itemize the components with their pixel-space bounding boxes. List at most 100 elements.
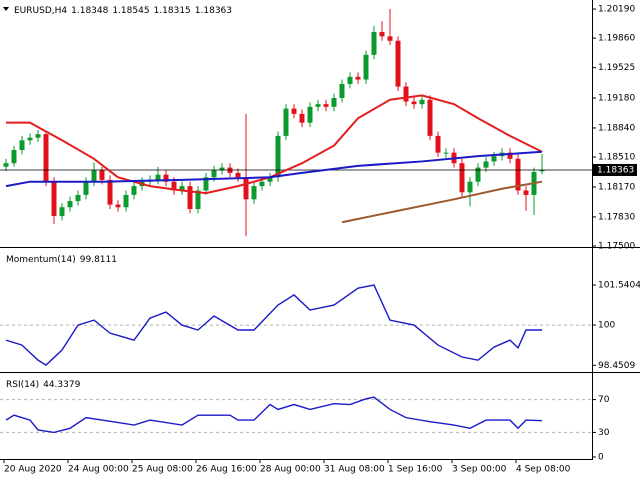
candle-body (211, 170, 217, 178)
y-tick-label: 1.20190 (598, 5, 635, 15)
symbol-title: EURUSD,H4 (14, 6, 67, 16)
indicator-line (5, 396, 543, 434)
indicator-value: 99.8111 (80, 255, 117, 265)
candle-body (299, 113, 305, 123)
candle-body (331, 98, 337, 107)
candle-body (75, 194, 81, 202)
x-tick-label: 26 Aug 16:00 (196, 465, 257, 475)
candle-body (387, 36, 393, 41)
candle-body (523, 190, 529, 195)
candle-body (475, 167, 481, 182)
y-tick-label: 1.19860 (598, 34, 635, 44)
indicator-line (341, 180, 543, 224)
candle-body (251, 186, 257, 200)
candle-body (419, 99, 425, 105)
indicator-title: Momentum(14) 99.8111 (6, 255, 117, 265)
candle-body (179, 186, 185, 191)
last-price-box (593, 163, 637, 176)
candle-body (27, 137, 33, 141)
candle-body (435, 135, 441, 153)
candle-body (539, 169, 545, 172)
candle-body (259, 181, 265, 187)
y-tick-label: 1.19180 (598, 94, 635, 104)
header-value: 1.18545 (112, 6, 149, 16)
header-arrow (3, 7, 9, 11)
candle-body (19, 140, 25, 150)
header-value: 1.18363 (195, 6, 232, 16)
indicator-line (5, 284, 542, 366)
candle-body (411, 101, 417, 105)
x-tick-label: 24 Aug 00:00 (68, 465, 129, 475)
y-tick-label: 100 (598, 321, 615, 331)
y-tick-label: 98.4509 (598, 361, 635, 371)
candle-body (315, 104, 321, 107)
candle-body (3, 163, 9, 167)
candle-body (195, 190, 201, 210)
candle-body (323, 104, 329, 107)
candle-body (483, 161, 489, 168)
y-tick-label: 1.18170 (598, 182, 635, 192)
y-tick-label: 70 (598, 395, 610, 405)
candle-body (83, 181, 89, 195)
candle-body (355, 76, 361, 80)
candle-body (339, 83, 345, 99)
y-tick-label: 1.18840 (598, 123, 635, 133)
y-tick-label: 30 (598, 428, 610, 438)
candle-body (363, 54, 369, 80)
candle-body (467, 181, 473, 193)
chart-header: EURUSD,H4 1.18348 1.18545 1.18315 1.18363 (14, 6, 232, 16)
candle-body (307, 106, 313, 123)
candle-body (35, 134, 41, 138)
y-tick-label: 101.5404 (598, 281, 640, 291)
candle-body (379, 31, 385, 37)
indicator-title: RSI(14) 44.3379 (6, 380, 81, 390)
candle-body (283, 108, 289, 136)
candle-body (515, 158, 521, 191)
candle-body (187, 186, 193, 210)
y-tick-label: 1.17830 (598, 212, 635, 222)
candle-body (275, 135, 281, 178)
candle-body (403, 86, 409, 102)
candle-body (459, 163, 465, 193)
candle-body (99, 170, 105, 180)
candle-body (115, 204, 121, 208)
candle-body (107, 179, 113, 205)
x-tick-label: 4 Sep 08:00 (516, 465, 571, 475)
candle-body (427, 99, 433, 136)
candle-body (91, 170, 97, 182)
candle-body (171, 181, 177, 191)
candle-body (131, 186, 137, 195)
candle-body (243, 177, 249, 200)
y-tick-label: 0 (598, 453, 604, 463)
candle-body (347, 76, 353, 84)
candle-body (443, 152, 449, 154)
x-tick-label: 3 Sep 00:00 (452, 465, 507, 475)
candle-body (11, 149, 17, 164)
candle-body (491, 156, 497, 162)
candle-body (51, 181, 57, 217)
x-tick-label: 1 Sep 16:00 (388, 465, 443, 475)
candle-body (123, 194, 129, 208)
indicator-name: Momentum(14) (6, 255, 76, 265)
candle-body (163, 174, 169, 182)
y-tick-label: 1.19525 (598, 63, 635, 73)
candle-body (43, 134, 49, 182)
candle-body (155, 174, 161, 180)
x-tick-label: 20 Aug 2020 (4, 465, 62, 475)
candle-body (235, 172, 241, 178)
candle-body (67, 201, 73, 208)
x-tick-label: 28 Aug 00:00 (260, 465, 321, 475)
candle-body (203, 177, 209, 191)
indicator-name: RSI(14) (6, 380, 39, 390)
x-tick-label: 31 Aug 08:00 (324, 465, 385, 475)
candle-body (507, 152, 513, 159)
indicator-value: 44.3379 (43, 380, 80, 390)
x-tick-label: 25 Aug 08:00 (132, 465, 193, 475)
candle-body (267, 177, 273, 182)
candle-body (395, 40, 401, 87)
header-value: 1.18315 (154, 6, 191, 16)
header-value: 1.18348 (71, 6, 108, 16)
last-price-label: 1.18363 (597, 165, 634, 175)
y-tick-label: 1.17500 (598, 242, 635, 252)
